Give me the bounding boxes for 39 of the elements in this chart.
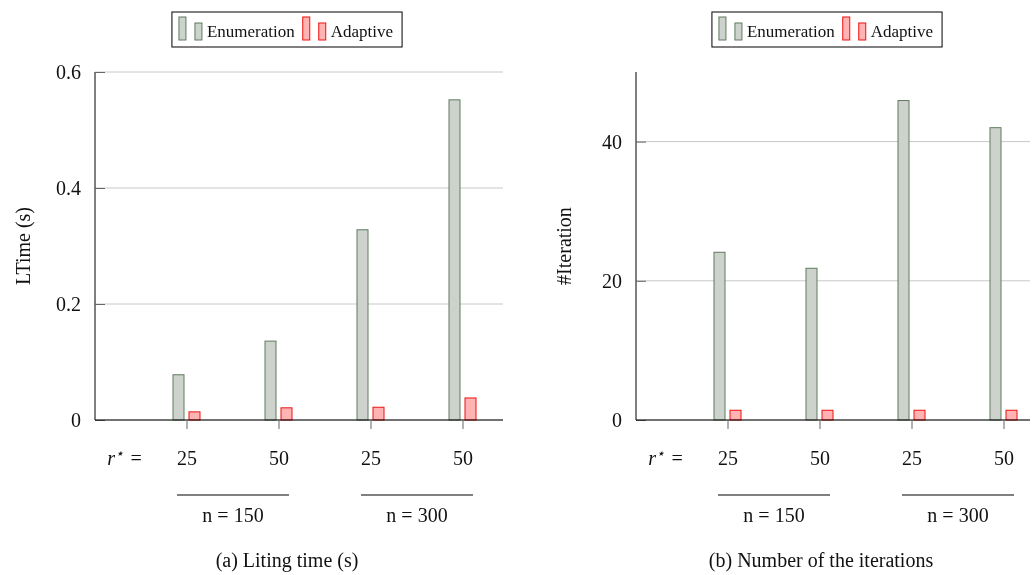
y-tick-label: 40: [602, 130, 622, 153]
y-tick-label: 0: [612, 408, 622, 431]
legend-label: Adaptive: [870, 22, 934, 41]
bar: [280, 407, 293, 421]
y-tick-label: 0.6: [56, 60, 81, 83]
x-tick-label: 50: [994, 447, 1014, 469]
legend-label: Enumeration: [206, 22, 296, 41]
y-axis-title: #Iteration: [553, 207, 575, 285]
text: (b) Number of the iterations: [708, 549, 934, 572]
x-tick-label: 50: [810, 447, 830, 469]
bar: [264, 340, 277, 421]
legend-label: Enumeration: [746, 22, 836, 41]
y-tick-label: 0.4: [56, 176, 81, 199]
bar: [372, 406, 385, 421]
bar: [464, 397, 477, 421]
text: n = 150: [743, 504, 805, 526]
x-tick-label: 25: [361, 447, 381, 469]
bar: [821, 409, 834, 421]
text: (a) Liting time (s): [215, 549, 359, 572]
x-tick-label: 50: [453, 447, 473, 469]
y-tick-label: 0.2: [56, 292, 81, 315]
bar: [172, 374, 185, 421]
y-tick-label: 0: [71, 408, 81, 431]
x-tick-label: 25: [902, 447, 922, 469]
text: n = 300: [386, 504, 448, 526]
x-tick-label: 50: [269, 447, 289, 469]
x-tick-label: 25: [177, 447, 197, 469]
bar: [729, 409, 742, 421]
y-tick-label: 20: [602, 269, 622, 292]
bar: [1005, 409, 1018, 421]
text: r$^{⋆}$ =: [648, 445, 684, 469]
y-axis-title: LTime (s): [12, 207, 35, 285]
x-tick-label: 25: [718, 447, 738, 469]
text: r$^{⋆}$ =: [107, 445, 143, 469]
bar: [188, 411, 201, 421]
text: n = 300: [927, 504, 989, 526]
bar: [913, 409, 926, 421]
text: n = 150: [202, 504, 264, 526]
legend-label: Adaptive: [330, 22, 394, 41]
